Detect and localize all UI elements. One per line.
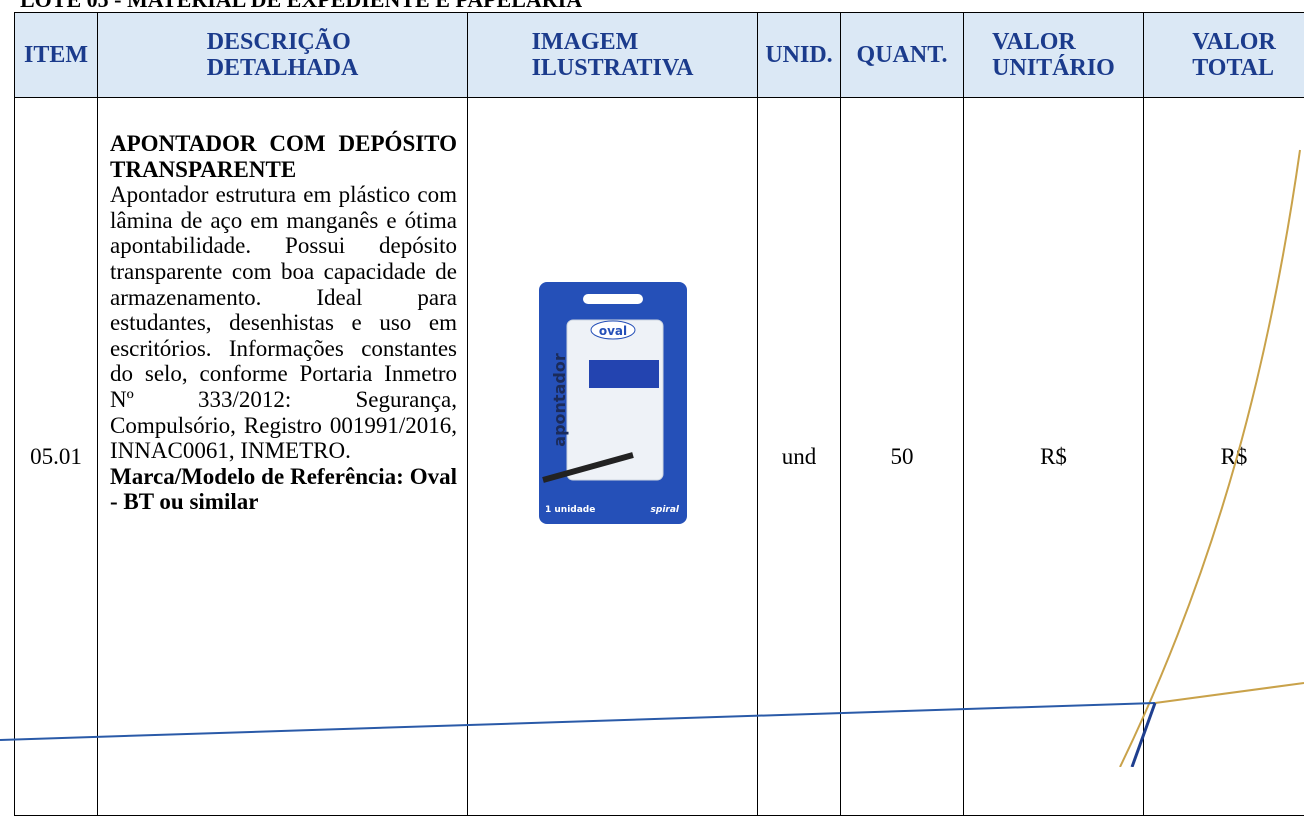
brand-text: oval <box>598 324 626 338</box>
header-text: DESCRIÇÃO DETALHADA <box>207 29 359 81</box>
header-row: ITEM DESCRIÇÃO DETALHADA IMAGEM ILUSTRAT… <box>15 13 1304 98</box>
count-text: 1 unidade <box>545 505 595 515</box>
description-reference: Marca/Modelo de Referência: Oval - BT ou… <box>110 464 457 515</box>
header-text: ITEM <box>24 42 88 68</box>
quantity-cell: 50 <box>841 98 964 816</box>
item-row: 05.01 APONTADOR COM DEPÓSITO TRANSPARENT… <box>15 98 1304 816</box>
product-text: apontador <box>550 353 569 447</box>
header-cell: DESCRIÇÃO DETALHADA <box>98 13 468 98</box>
maker-text: spiral <box>650 505 679 515</box>
total-price-cell: R$ <box>1144 98 1304 816</box>
item-cell: 05.01 <box>15 98 98 816</box>
header-text: VALOR UNITÁRIO <box>992 29 1115 81</box>
header-cell: VALOR TOTAL <box>1144 13 1304 98</box>
product-image: oval apontador 1 unidade spiral <box>533 280 693 530</box>
description-heading: APONTADOR COM DEPÓSITO TRANSPARENTE <box>110 131 457 182</box>
hang-hole <box>583 294 643 304</box>
description-body: Apontador estrutura em plástico com lâmi… <box>110 182 457 463</box>
page: {"title": "LOTE 05 - MATERIAL DE EXPEDIE… <box>0 0 1304 767</box>
header-cell: UNID. <box>758 13 841 98</box>
header-cell: ITEM <box>15 13 98 98</box>
header-text: VALOR TOTAL <box>1192 29 1276 81</box>
description-cell: APONTADOR COM DEPÓSITO TRANSPARENTE Apon… <box>98 98 468 816</box>
unit-price-cell: R$ <box>964 98 1144 816</box>
sharpener-top <box>589 360 659 388</box>
blister-bubble <box>567 320 663 480</box>
items-table: ITEM DESCRIÇÃO DETALHADA IMAGEM ILUSTRAT… <box>14 12 1304 816</box>
unit-cell: und <box>758 98 841 816</box>
image-cell: oval apontador 1 unidade spiral <box>468 98 758 816</box>
header-cell: QUANT. <box>841 13 964 98</box>
document: LOTE 05 - MATERIAL DE EXPEDIENTE E PAPEL… <box>0 0 1304 767</box>
header-text: UNID. <box>765 42 832 68</box>
header-text: IMAGEM ILUSTRATIVA <box>532 29 694 81</box>
header-text: QUANT. <box>857 42 948 68</box>
header-cell: VALOR UNITÁRIO <box>964 13 1144 98</box>
header-cell: IMAGEM ILUSTRATIVA <box>468 13 758 98</box>
